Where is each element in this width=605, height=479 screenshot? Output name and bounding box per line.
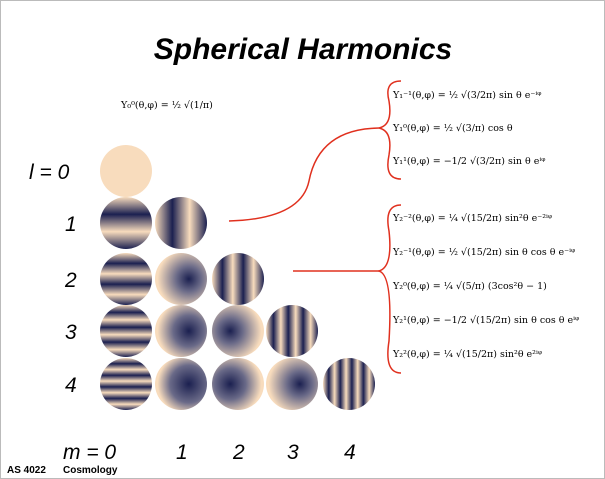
harmonic-sphere <box>155 358 207 410</box>
harmonic-sphere <box>266 358 318 410</box>
formula: Y₂⁻²(θ,φ) = ¼ √(15/2π) sin²θ e⁻²ⁱᵠ <box>392 213 552 224</box>
formula: Y₂²(θ,φ) = ¼ √(15/2π) sin²θ e²ⁱᵠ <box>392 349 542 360</box>
slide: Spherical Harmonics Y₀⁰(θ,φ) = ½ √(1/π) … <box>0 0 605 479</box>
column-label: 3 <box>287 441 299 464</box>
row-label: 2 <box>64 269 77 292</box>
harmonic-sphere <box>155 197 207 249</box>
connector <box>229 128 379 221</box>
slide-canvas: Spherical Harmonics Y₀⁰(θ,φ) = ½ √(1/π) … <box>1 1 604 478</box>
harmonic-sphere <box>155 305 207 357</box>
formula: Y₁⁻¹(θ,φ) = ½ √(3/2π) sin θ e⁻ⁱᵠ <box>392 90 541 101</box>
formula: Y₁¹(θ,φ) = −1/2 √(3/2π) sin θ eⁱᵠ <box>392 156 546 167</box>
harmonic-sphere <box>155 253 207 305</box>
formula: Y₂⁻¹(θ,φ) = ½ √(15/2π) sin θ cos θ e⁻ⁱᵠ <box>392 247 575 258</box>
footer-subject: Cosmology <box>63 465 118 476</box>
formula: Y₂¹(θ,φ) = −1/2 √(15/2π) sin θ cos θ eⁱᵠ <box>392 315 579 326</box>
formula: Y₀⁰(θ,φ) = ½ √(1/π) <box>120 100 213 111</box>
row-label: l = 0 <box>29 161 70 184</box>
harmonic-sphere <box>100 358 152 410</box>
harmonic-sphere <box>100 305 152 357</box>
formula: Y₂⁰(θ,φ) = ¼ √(5/π) (3cos²θ − 1) <box>392 281 547 292</box>
column-label: 2 <box>232 441 245 464</box>
row-label: 1 <box>65 213 77 236</box>
harmonic-sphere <box>212 358 264 410</box>
harmonic-sphere <box>266 305 318 357</box>
harmonic-sphere <box>323 358 375 410</box>
harmonic-sphere <box>212 253 264 305</box>
formula: Y₁⁰(θ,φ) = ½ √(3/π) cos θ <box>392 123 513 134</box>
column-label: 4 <box>344 441 356 464</box>
harmonic-sphere <box>212 305 264 357</box>
footer-course: AS 4022 <box>7 465 46 476</box>
harmonic-sphere <box>100 145 152 197</box>
column-label: 1 <box>176 441 188 464</box>
harmonic-sphere <box>100 197 152 249</box>
row-label: 3 <box>65 321 77 344</box>
column-label: m = 0 <box>63 441 116 464</box>
row-label: 4 <box>65 374 77 397</box>
harmonic-sphere <box>100 253 152 305</box>
slide-title: Spherical Harmonics <box>154 33 452 66</box>
